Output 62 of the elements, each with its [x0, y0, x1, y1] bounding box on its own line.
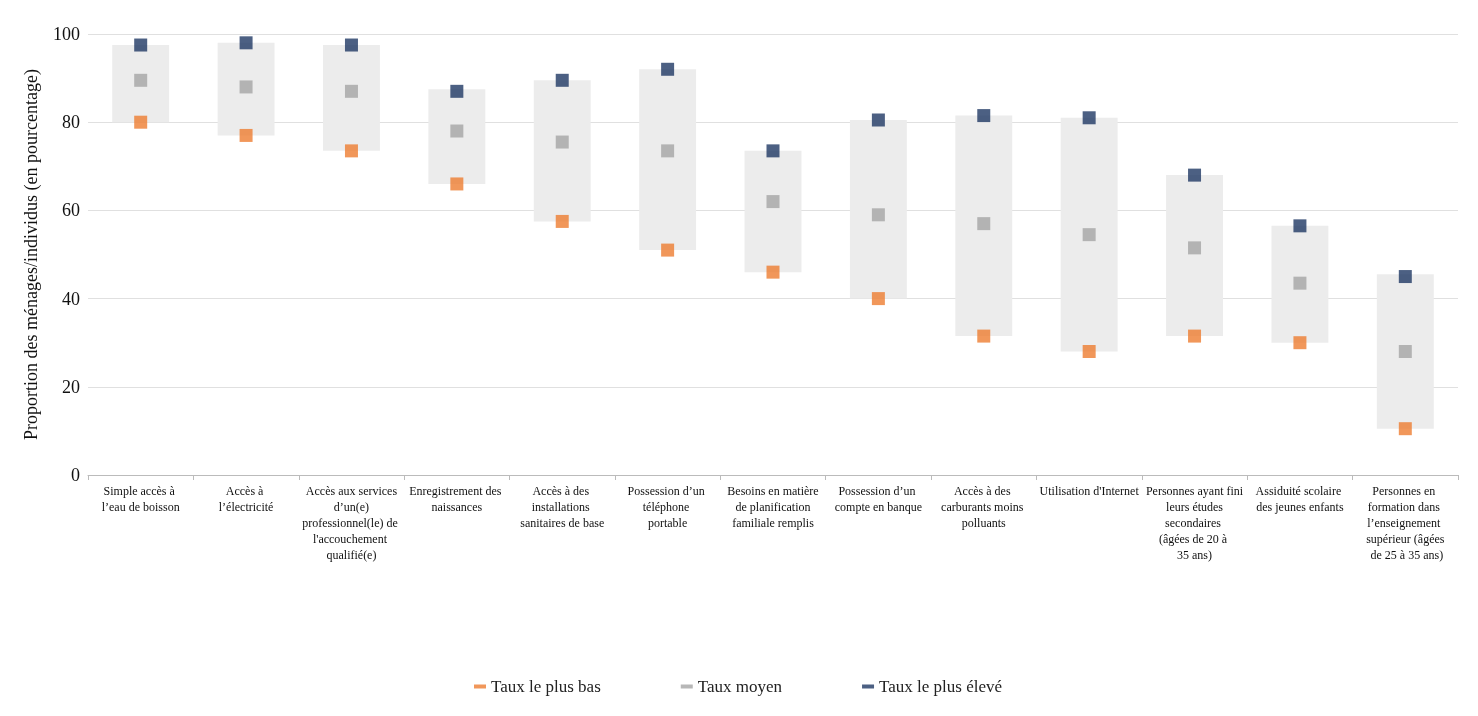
point — [450, 177, 464, 191]
point — [344, 144, 358, 158]
legend-label: Taux le plus élevé — [879, 677, 1002, 696]
point — [871, 113, 885, 127]
point — [344, 84, 358, 98]
point — [239, 128, 253, 142]
point — [766, 195, 780, 209]
x-tick-label: Enregistrement des naissances — [409, 484, 505, 514]
point — [134, 73, 148, 87]
y-tick-label: 40 — [62, 288, 80, 309]
x-tick-label: Accès à des carburants moins polluants — [941, 484, 1027, 530]
y-axis-title: Proportion des ménages/individus (en pourcentage) — [21, 69, 42, 440]
point — [134, 115, 148, 129]
point — [661, 62, 675, 76]
x-tick-label: Possession d’un téléphone portable — [627, 484, 708, 530]
point — [239, 80, 253, 94]
point — [871, 208, 885, 222]
point — [977, 329, 991, 343]
y-tick-label: 0 — [71, 465, 80, 485]
y-tick-label: 80 — [62, 112, 80, 133]
point — [1082, 345, 1096, 359]
point — [450, 84, 464, 98]
point — [977, 109, 991, 123]
point — [766, 265, 780, 279]
point — [555, 73, 569, 87]
point — [1398, 270, 1412, 284]
point — [1293, 276, 1307, 290]
point — [1188, 241, 1202, 255]
point — [661, 243, 675, 257]
y-tick-label: 60 — [62, 200, 80, 221]
point — [1398, 422, 1412, 436]
point — [555, 214, 569, 228]
point — [344, 38, 358, 52]
x-tick-label: Accès à des installations sanitaires de base — [520, 484, 605, 530]
point — [134, 38, 148, 52]
y-tick-label: 20 — [62, 376, 80, 397]
x-tick-label: Besoins en matière de planification familiale remplis — [727, 484, 819, 530]
point — [555, 135, 569, 149]
point — [1188, 329, 1202, 343]
legend-label: Taux moyen — [697, 677, 783, 696]
point — [1082, 228, 1096, 242]
legend-label: Taux le plus bas — [491, 677, 601, 696]
point — [766, 144, 780, 158]
x-tick-label: Personnes ayant fini leurs études secondaires (âgées de 20 à 35 ans) — [1145, 484, 1244, 562]
point — [661, 144, 675, 158]
point — [239, 36, 253, 50]
y-tick-label: 100 — [53, 24, 80, 44]
point — [871, 292, 885, 306]
x-tick-label: Possession d’un compte en banque — [834, 484, 923, 514]
point — [1188, 168, 1202, 182]
point — [1082, 111, 1096, 125]
x-tick-label: Personnes en formation dans l’enseignement supérieur (âgées de 25 à 35 ans) — [1366, 484, 1445, 562]
point — [977, 217, 991, 231]
point — [450, 124, 464, 138]
point — [1293, 219, 1307, 233]
point — [1398, 345, 1412, 359]
x-tick-label: Accès à l’électricité — [218, 484, 274, 514]
x-tick-label: Accès aux services d’un(e) professionnel(le) de l'accouchement qualifié(e) — [302, 484, 401, 562]
x-tick-label: Assiduité scolaire des jeunes enfants — [1255, 484, 1345, 514]
x-tick-label: Utilisation d'Internet — [1039, 484, 1140, 498]
point — [1293, 336, 1307, 350]
x-tick-label: Simple accès à l’eau de boisson — [101, 484, 180, 514]
